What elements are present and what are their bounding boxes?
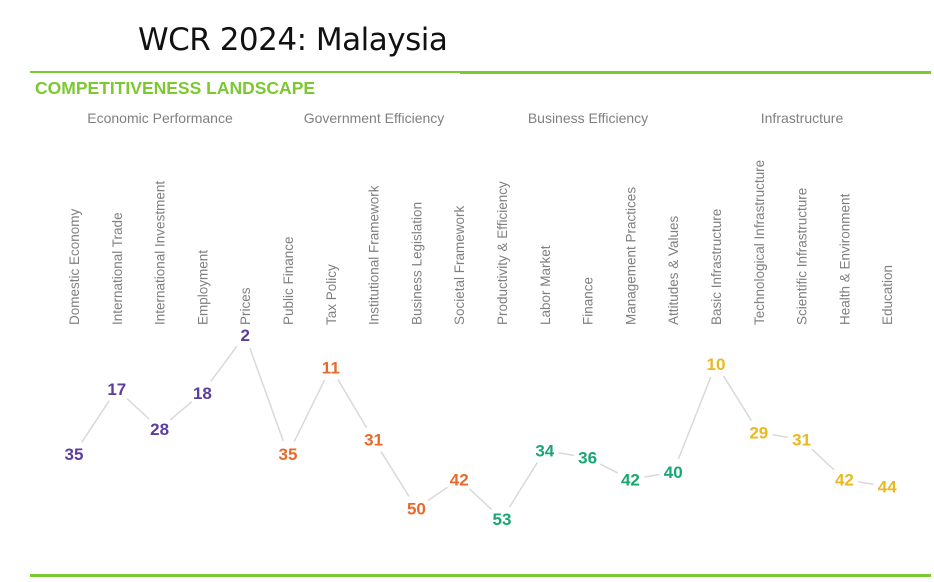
category-label: International Investment <box>153 181 168 325</box>
top-rule-left <box>30 71 460 73</box>
rank-data-label: 35 <box>65 445 84 464</box>
category-label: Health & Environment <box>837 193 852 325</box>
rank-data-label: 11 <box>322 358 340 377</box>
connector-line <box>722 375 753 421</box>
category-label: Attitudes & Values <box>666 215 681 325</box>
rank-data-label: 2 <box>240 326 249 345</box>
group-label-economic-performance: Economic Performance <box>87 110 233 126</box>
category-label: Domestic Economy <box>67 208 82 325</box>
category-label: Societal Framework <box>452 205 467 325</box>
rank-data-label: 42 <box>621 470 640 489</box>
category-label: Labor Market <box>538 245 553 325</box>
category-label: Education <box>880 265 895 325</box>
rank-data-label: 29 <box>749 423 768 442</box>
rank-data-label: 34 <box>535 442 554 461</box>
group-label-business-efficiency: Business Efficiency <box>527 110 649 126</box>
rank-data-label: 31 <box>792 431 811 450</box>
group-label-infrastructure: Infrastructure <box>760 110 844 126</box>
connector-line <box>81 400 110 443</box>
rank-data-label: 44 <box>878 478 897 497</box>
group-label-government-efficiency: Government Efficiency <box>303 110 445 126</box>
bottom-rule <box>30 574 931 577</box>
rank-data-label: 50 <box>407 499 426 518</box>
rank-data-label: 10 <box>707 355 726 374</box>
connector-line <box>811 448 835 471</box>
connector-line <box>644 473 660 478</box>
section-subtitle: COMPETITIVENESS LANDSCAPE <box>35 78 316 98</box>
category-label: International Trade <box>110 212 125 325</box>
category-label: Finance <box>581 277 596 325</box>
rank-data-label: 53 <box>493 510 512 529</box>
category-label: Tax Policy <box>324 264 339 325</box>
connector-line <box>337 379 368 429</box>
category-label: Institutional Framework <box>367 185 382 325</box>
category-label: Public Finance <box>281 236 296 325</box>
rank-data-label: 35 <box>279 445 298 464</box>
connector-line <box>249 347 284 442</box>
category-label: Productivity & Efficiency <box>495 181 510 325</box>
category-label: Scientific Infrastructure <box>795 188 810 325</box>
slide-title: WCR 2024: Malaysia <box>138 22 448 58</box>
connector-line <box>126 398 150 420</box>
connector-line <box>427 486 449 502</box>
connector-line <box>677 376 712 460</box>
rank-data-label: 28 <box>150 420 169 439</box>
connector-line <box>210 345 238 382</box>
rank-data-label: 18 <box>193 384 212 403</box>
connector-line <box>772 434 788 439</box>
rank-data-label: 42 <box>835 470 854 489</box>
category-label: Prices <box>238 287 253 325</box>
connector-line <box>508 462 539 508</box>
category-label: Management Practices <box>623 187 638 325</box>
connector-line <box>858 480 874 486</box>
top-rule-right <box>460 71 931 74</box>
category-label: Employment <box>195 250 210 325</box>
connector-line <box>599 463 619 474</box>
rank-data-label: 17 <box>107 380 126 399</box>
connector-line <box>169 401 193 421</box>
category-label: Technological Infrastructure <box>752 160 767 325</box>
rank-data-label: 36 <box>578 449 597 468</box>
connector-line <box>293 379 326 442</box>
rank-data-label: 42 <box>450 470 469 489</box>
category-label: Basic Infrastructure <box>709 209 724 325</box>
rank-data-label: 40 <box>664 463 683 482</box>
category-label: Business Legislation <box>409 202 424 325</box>
connector-line <box>380 451 410 497</box>
connector-line <box>468 488 493 511</box>
rank-data-label: 31 <box>364 431 383 450</box>
connector-line <box>558 452 574 457</box>
